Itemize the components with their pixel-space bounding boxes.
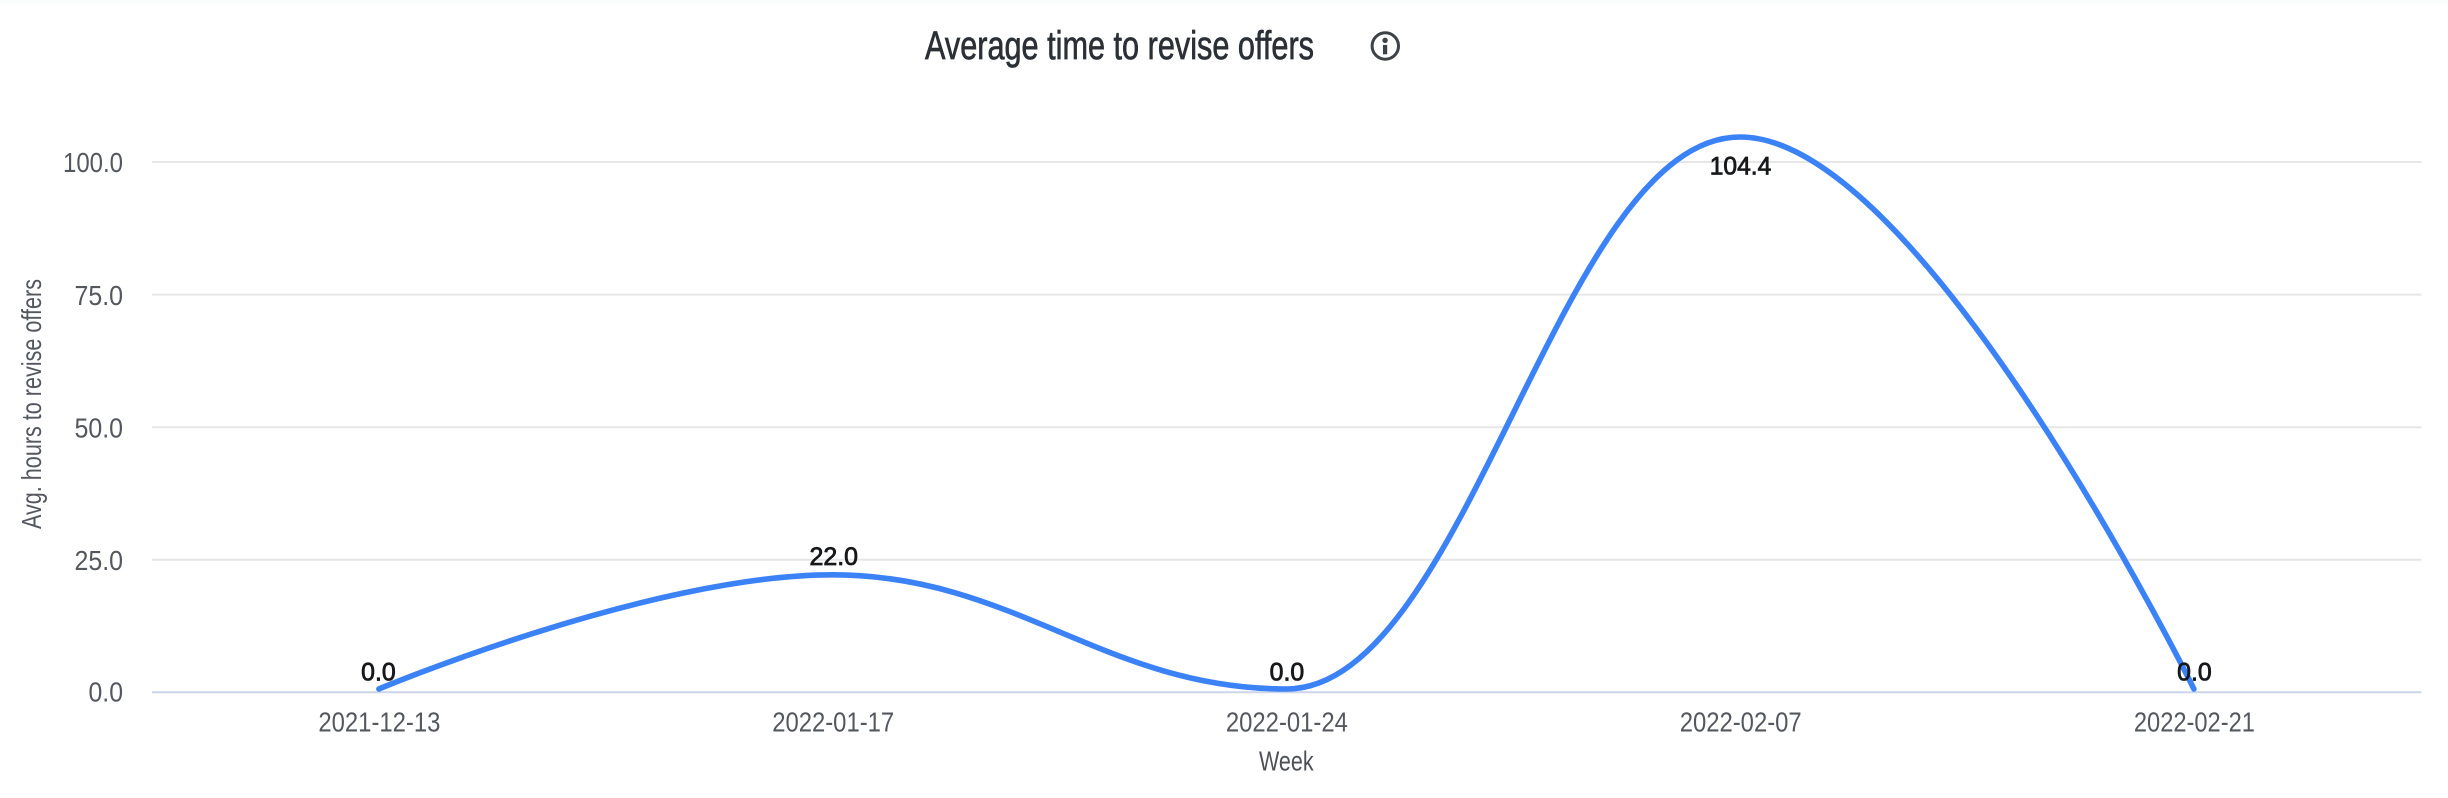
- svg-text:2021-12-13: 2021-12-13: [318, 707, 440, 738]
- svg-text:0.0: 0.0: [361, 659, 396, 687]
- svg-text:0.0: 0.0: [89, 677, 124, 708]
- svg-text:Week: Week: [1259, 745, 1314, 776]
- svg-text:2022-02-21: 2022-02-21: [2134, 707, 2255, 738]
- svg-text:104.4: 104.4: [1710, 153, 1772, 181]
- svg-text:Avg. hours to revise offers: Avg. hours to revise offers: [16, 279, 47, 529]
- svg-text:100.0: 100.0: [63, 147, 123, 178]
- svg-text:0.0: 0.0: [1270, 659, 1305, 687]
- svg-text:50.0: 50.0: [75, 412, 124, 443]
- svg-text:75.0: 75.0: [75, 280, 124, 311]
- svg-text:2022-02-07: 2022-02-07: [1680, 707, 1802, 738]
- svg-text:25.0: 25.0: [75, 545, 124, 576]
- svg-text:2022-01-17: 2022-01-17: [772, 707, 894, 738]
- svg-text:2022-01-24: 2022-01-24: [1226, 707, 1348, 738]
- svg-text:22.0: 22.0: [810, 543, 859, 571]
- svg-text:Average time to revise offers: Average time to revise offers: [925, 24, 1314, 68]
- svg-text:0.0: 0.0: [2177, 659, 2212, 687]
